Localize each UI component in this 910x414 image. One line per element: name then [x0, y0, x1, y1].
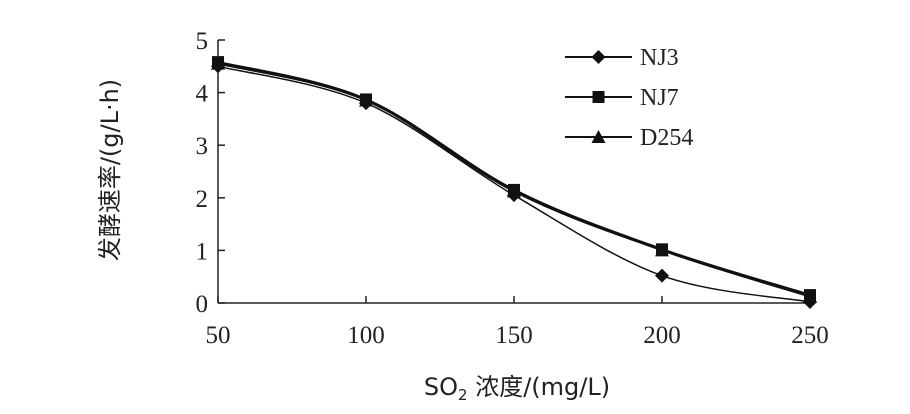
legend-marker-nj7: [592, 91, 605, 103]
data-point-d254: [211, 56, 225, 70]
legend: NJ3 NJ7 D254: [565, 45, 693, 151]
data-point-d254: [359, 93, 373, 107]
x-tick-label: 50: [206, 322, 231, 349]
series-layer: [211, 56, 817, 309]
series-line-nj7: [217, 60, 811, 297]
y-tick-label: 0: [196, 291, 209, 318]
y-tick-label: 5: [196, 28, 209, 55]
data-point-d254: [803, 289, 817, 303]
x-tick-label: 200: [643, 322, 681, 349]
data-point-nj3: [655, 268, 669, 283]
y-tick-label: 1: [196, 238, 209, 265]
data-point-d254: [507, 184, 521, 198]
y-tick-label: 4: [196, 81, 209, 108]
legend-label-nj3: NJ3: [640, 45, 679, 71]
legend-label-d254: D254: [640, 125, 693, 151]
x-tick-label: 100: [347, 322, 385, 349]
x-tick-label: 250: [791, 322, 829, 349]
legend-label-nj7: NJ7: [640, 85, 679, 111]
axes: 0 1 2 3 4 5 50 100 150 200 250: [196, 28, 829, 349]
x-axis-title-rest: 浓度/(mg/L): [468, 373, 611, 401]
x-axis-title-main: SO: [424, 373, 458, 401]
y-tick-label: 3: [196, 133, 209, 160]
legend-marker-nj3: [591, 50, 606, 64]
y-axis-title: 发酵速率/(g/L·h): [96, 79, 124, 261]
x-tick-label: 150: [495, 322, 533, 349]
data-point-d254: [655, 243, 669, 257]
series-line-d254: [217, 62, 811, 298]
legend-marker-d254: [591, 130, 606, 143]
y-tick-label: 2: [196, 186, 209, 213]
x-axis-title: SO2 浓度/(mg/L): [424, 373, 610, 404]
x-axis-title-subscript: 2: [458, 386, 468, 404]
